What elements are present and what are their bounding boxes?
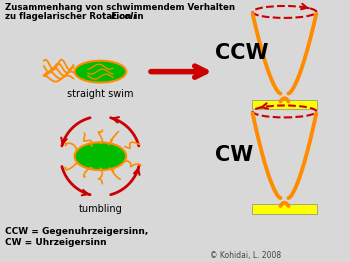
Text: E.coli: E.coli <box>110 12 136 21</box>
Text: tumbling: tumbling <box>78 204 122 214</box>
Text: © Kohidai, L. 2008: © Kohidai, L. 2008 <box>210 251 281 260</box>
Bar <box>252 204 317 214</box>
Ellipse shape <box>75 142 126 170</box>
Bar <box>252 100 317 110</box>
Text: CCW = Gegenuhrzeigersinn,: CCW = Gegenuhrzeigersinn, <box>5 227 148 236</box>
Text: Zusammenhang von schwimmendem Verhalten: Zusammenhang von schwimmendem Verhalten <box>5 3 235 12</box>
Text: straight swim: straight swim <box>67 89 134 99</box>
Text: zu flagelarischer Rotation in: zu flagelarischer Rotation in <box>5 12 146 21</box>
Text: CW = Uhrzeigersinn: CW = Uhrzeigersinn <box>5 238 106 247</box>
Ellipse shape <box>75 61 126 83</box>
Text: CW: CW <box>215 145 253 165</box>
Text: CCW: CCW <box>215 43 268 63</box>
